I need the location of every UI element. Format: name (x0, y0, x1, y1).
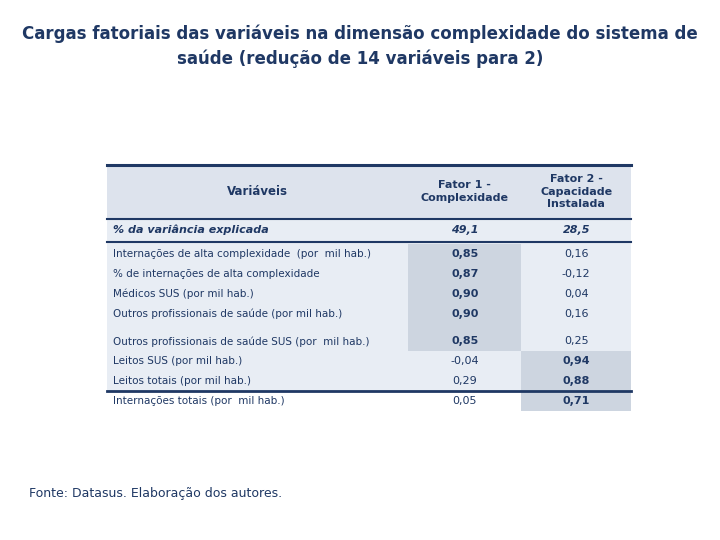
Text: -0,04: -0,04 (451, 356, 479, 366)
Text: 0,16: 0,16 (564, 249, 588, 259)
FancyBboxPatch shape (107, 165, 631, 219)
Text: Fonte: Datasus. Elaboração dos autores.: Fonte: Datasus. Elaboração dos autores. (29, 487, 282, 500)
Text: 28,5: 28,5 (562, 225, 590, 235)
Text: Cargas fatoriais das variáveis na dimensão complexidade do sistema de
saúde (red: Cargas fatoriais das variáveis na dimens… (22, 24, 698, 68)
Text: 0,05: 0,05 (452, 396, 477, 406)
Text: Internações de alta complexidade  (por  mil hab.): Internações de alta complexidade (por mi… (114, 249, 372, 259)
Text: 0,85: 0,85 (451, 336, 478, 346)
Text: 0,16: 0,16 (564, 309, 588, 319)
Text: 0,29: 0,29 (452, 376, 477, 386)
Text: 0,94: 0,94 (562, 356, 590, 366)
Text: % da variância explicada: % da variância explicada (114, 225, 269, 235)
Text: % de internações de alta complexidade: % de internações de alta complexidade (114, 269, 320, 279)
Text: Fator 2 -
Capacidade
Instalada: Fator 2 - Capacidade Instalada (540, 174, 612, 210)
Text: 0,04: 0,04 (564, 289, 588, 299)
Text: Outros profissionais de saúde (por mil hab.): Outros profissionais de saúde (por mil h… (114, 309, 343, 319)
Text: Leitos SUS (por mil hab.): Leitos SUS (por mil hab.) (114, 356, 243, 366)
Text: Outros profissionais de saúde SUS (por  mil hab.): Outros profissionais de saúde SUS (por m… (114, 336, 370, 347)
Text: Internações totais (por  mil hab.): Internações totais (por mil hab.) (114, 396, 285, 406)
FancyBboxPatch shape (408, 244, 521, 352)
FancyBboxPatch shape (521, 352, 631, 411)
FancyBboxPatch shape (107, 165, 631, 391)
Text: 0,88: 0,88 (562, 376, 590, 386)
Text: Leitos totais (por mil hab.): Leitos totais (por mil hab.) (114, 376, 251, 386)
Text: 0,25: 0,25 (564, 336, 588, 346)
Text: 0,87: 0,87 (451, 269, 478, 279)
Text: Fator 1 -
Complexidade: Fator 1 - Complexidade (420, 180, 509, 203)
Text: 0,71: 0,71 (562, 396, 590, 406)
Text: 0,85: 0,85 (451, 249, 478, 259)
Text: Médicos SUS (por mil hab.): Médicos SUS (por mil hab.) (114, 289, 254, 299)
Text: Variáveis: Variáveis (227, 185, 288, 198)
Text: 0,90: 0,90 (451, 289, 478, 299)
Text: -0,12: -0,12 (562, 269, 590, 279)
Text: 49,1: 49,1 (451, 225, 479, 235)
Text: 0,90: 0,90 (451, 309, 478, 319)
